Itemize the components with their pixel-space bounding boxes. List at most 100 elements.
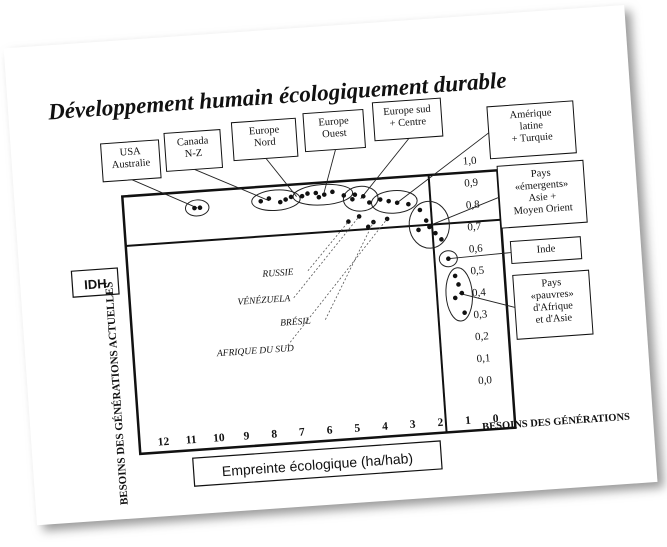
y-tick-labels: 1,0 0,9 0,8 0,7 0,6 0,5 0,4 0,3 0,2 0,1 0,0 — [462, 155, 492, 387]
data-point-8 — [305, 191, 310, 196]
data-point-38 — [462, 310, 467, 316]
x-axis-label-box — [192, 440, 443, 487]
y-tick-label-9: 0,1 — [476, 352, 491, 365]
annotation-label-2: EuropeNord — [249, 124, 281, 149]
annotation-label-7: Inde — [536, 243, 556, 255]
country-leader-1 — [293, 216, 360, 299]
data-point-35 — [456, 282, 461, 287]
data-point-26 — [365, 224, 371, 230]
data-point-29 — [427, 224, 432, 230]
y-tick-label-0: 1,0 — [462, 155, 477, 168]
y-tick-label-1: 0,9 — [464, 177, 479, 190]
data-point-15 — [361, 194, 366, 199]
country-label-1: VÉNÉZUELA — [237, 292, 291, 308]
data-point-0 — [197, 205, 203, 211]
cluster-ellipse-4 — [370, 189, 418, 214]
x-tick-label-4: 8 — [271, 428, 278, 440]
x-tick-label-8: 4 — [382, 421, 389, 433]
x-tick-label-0: 12 — [157, 436, 170, 449]
x-tick-label-7: 5 — [354, 422, 361, 434]
y-tick-label-3: 0,7 — [467, 221, 482, 234]
annotation-label-1: CanadaN-Z — [177, 135, 210, 160]
x-tick-label-2: 10 — [213, 432, 226, 445]
annotation-leader-2 — [265, 158, 297, 197]
cluster-ellipse-5 — [408, 200, 450, 249]
data-point-1 — [192, 205, 197, 211]
cluster-ellipse-6 — [438, 250, 458, 268]
data-point-20 — [406, 201, 411, 207]
idh-label: IDH — [84, 276, 107, 293]
y-tick-label-6: 0,4 — [472, 286, 487, 299]
x-tick-label-3: 9 — [243, 430, 250, 442]
x-tick-label-10: 2 — [437, 417, 444, 429]
data-points — [192, 189, 467, 316]
y-tick-label-2: 0,8 — [465, 199, 480, 212]
data-point-33 — [446, 256, 451, 262]
y-tick-label-8: 0,2 — [475, 330, 490, 343]
cluster-ellipse-1 — [251, 189, 301, 212]
annotation-leader-5 — [396, 132, 490, 204]
idh-threshold-line — [125, 218, 501, 247]
y-tick-label-5: 0,5 — [470, 264, 485, 277]
annotation-leader-7 — [448, 252, 512, 260]
data-point-7 — [299, 193, 305, 199]
annotation-label-0: USAAustralie — [111, 146, 151, 172]
data-point-23 — [356, 214, 362, 219]
annotation-leader-8 — [458, 292, 516, 308]
annotation-label-8: Pays«pauvres»d'Afriqueet d'Asie — [529, 276, 575, 326]
data-point-13 — [341, 193, 347, 198]
data-point-2 — [258, 198, 264, 204]
data-point-9 — [313, 190, 319, 196]
x-tick-label-12: 0 — [492, 413, 499, 425]
annotation-leader-0 — [131, 179, 198, 209]
data-point-22 — [346, 219, 351, 224]
annotation-boxes: USAAustralie CanadaN-Z EuropeNord EuropeOue… — [100, 97, 594, 340]
country-leader-0 — [307, 221, 349, 272]
annotation-label-6: Pays«émergents»Asie +Moyen Orient — [511, 166, 573, 217]
data-point-16 — [367, 200, 372, 205]
country-leader-3 — [284, 218, 388, 349]
data-point-18 — [386, 198, 391, 204]
idh-box — [70, 267, 120, 298]
country-label-0: RUSSIE — [261, 268, 294, 280]
cluster-ellipse-3 — [342, 185, 379, 212]
data-point-6 — [283, 197, 288, 202]
x-tick-label-9: 3 — [409, 419, 416, 431]
data-point-28 — [423, 218, 429, 223]
data-point-34 — [452, 273, 458, 279]
x-tick-label-11: 1 — [465, 415, 472, 427]
y-tick-label-10: 0,0 — [478, 374, 493, 387]
x-tick-label-5: 7 — [299, 426, 306, 438]
cluster-ellipse-0 — [184, 199, 210, 217]
annotation-leaders — [131, 132, 516, 308]
annotation-leader-4 — [360, 138, 410, 199]
cluster-ellipses — [184, 183, 473, 322]
x-tick-label-6: 6 — [326, 424, 333, 436]
data-point-19 — [394, 200, 400, 206]
data-point-30 — [416, 227, 421, 233]
data-point-5 — [288, 194, 294, 200]
data-point-31 — [433, 230, 438, 236]
data-point-11 — [330, 189, 335, 195]
x-tick-labels: 12 11 10 9 8 7 6 5 4 3 2 1 0 — [157, 413, 499, 449]
data-point-4 — [277, 199, 283, 205]
data-point-24 — [371, 219, 376, 225]
annotation-leader-6 — [431, 196, 500, 225]
data-point-32 — [439, 237, 444, 242]
data-point-17 — [350, 196, 355, 202]
x-tick-label-1: 11 — [185, 434, 197, 447]
y-tick-label-7: 0,3 — [473, 308, 488, 321]
annotation-label-4: Europe sud+ Centre — [383, 104, 433, 130]
cluster-ellipse-7 — [445, 267, 473, 322]
data-point-12 — [316, 194, 322, 200]
data-point-37 — [452, 295, 458, 301]
data-point-10 — [321, 192, 327, 197]
annotation-label-5: Amériquelatine+ Turquie — [509, 107, 554, 145]
footprint-threshold-line — [427, 175, 448, 433]
annotation-leader-3 — [323, 149, 336, 193]
data-point-3 — [266, 196, 272, 201]
y-tick-label-4: 0,6 — [469, 242, 484, 255]
data-point-36 — [459, 290, 465, 296]
annotation-label-3: EuropeOuest — [318, 116, 350, 141]
data-point-14 — [352, 192, 358, 197]
